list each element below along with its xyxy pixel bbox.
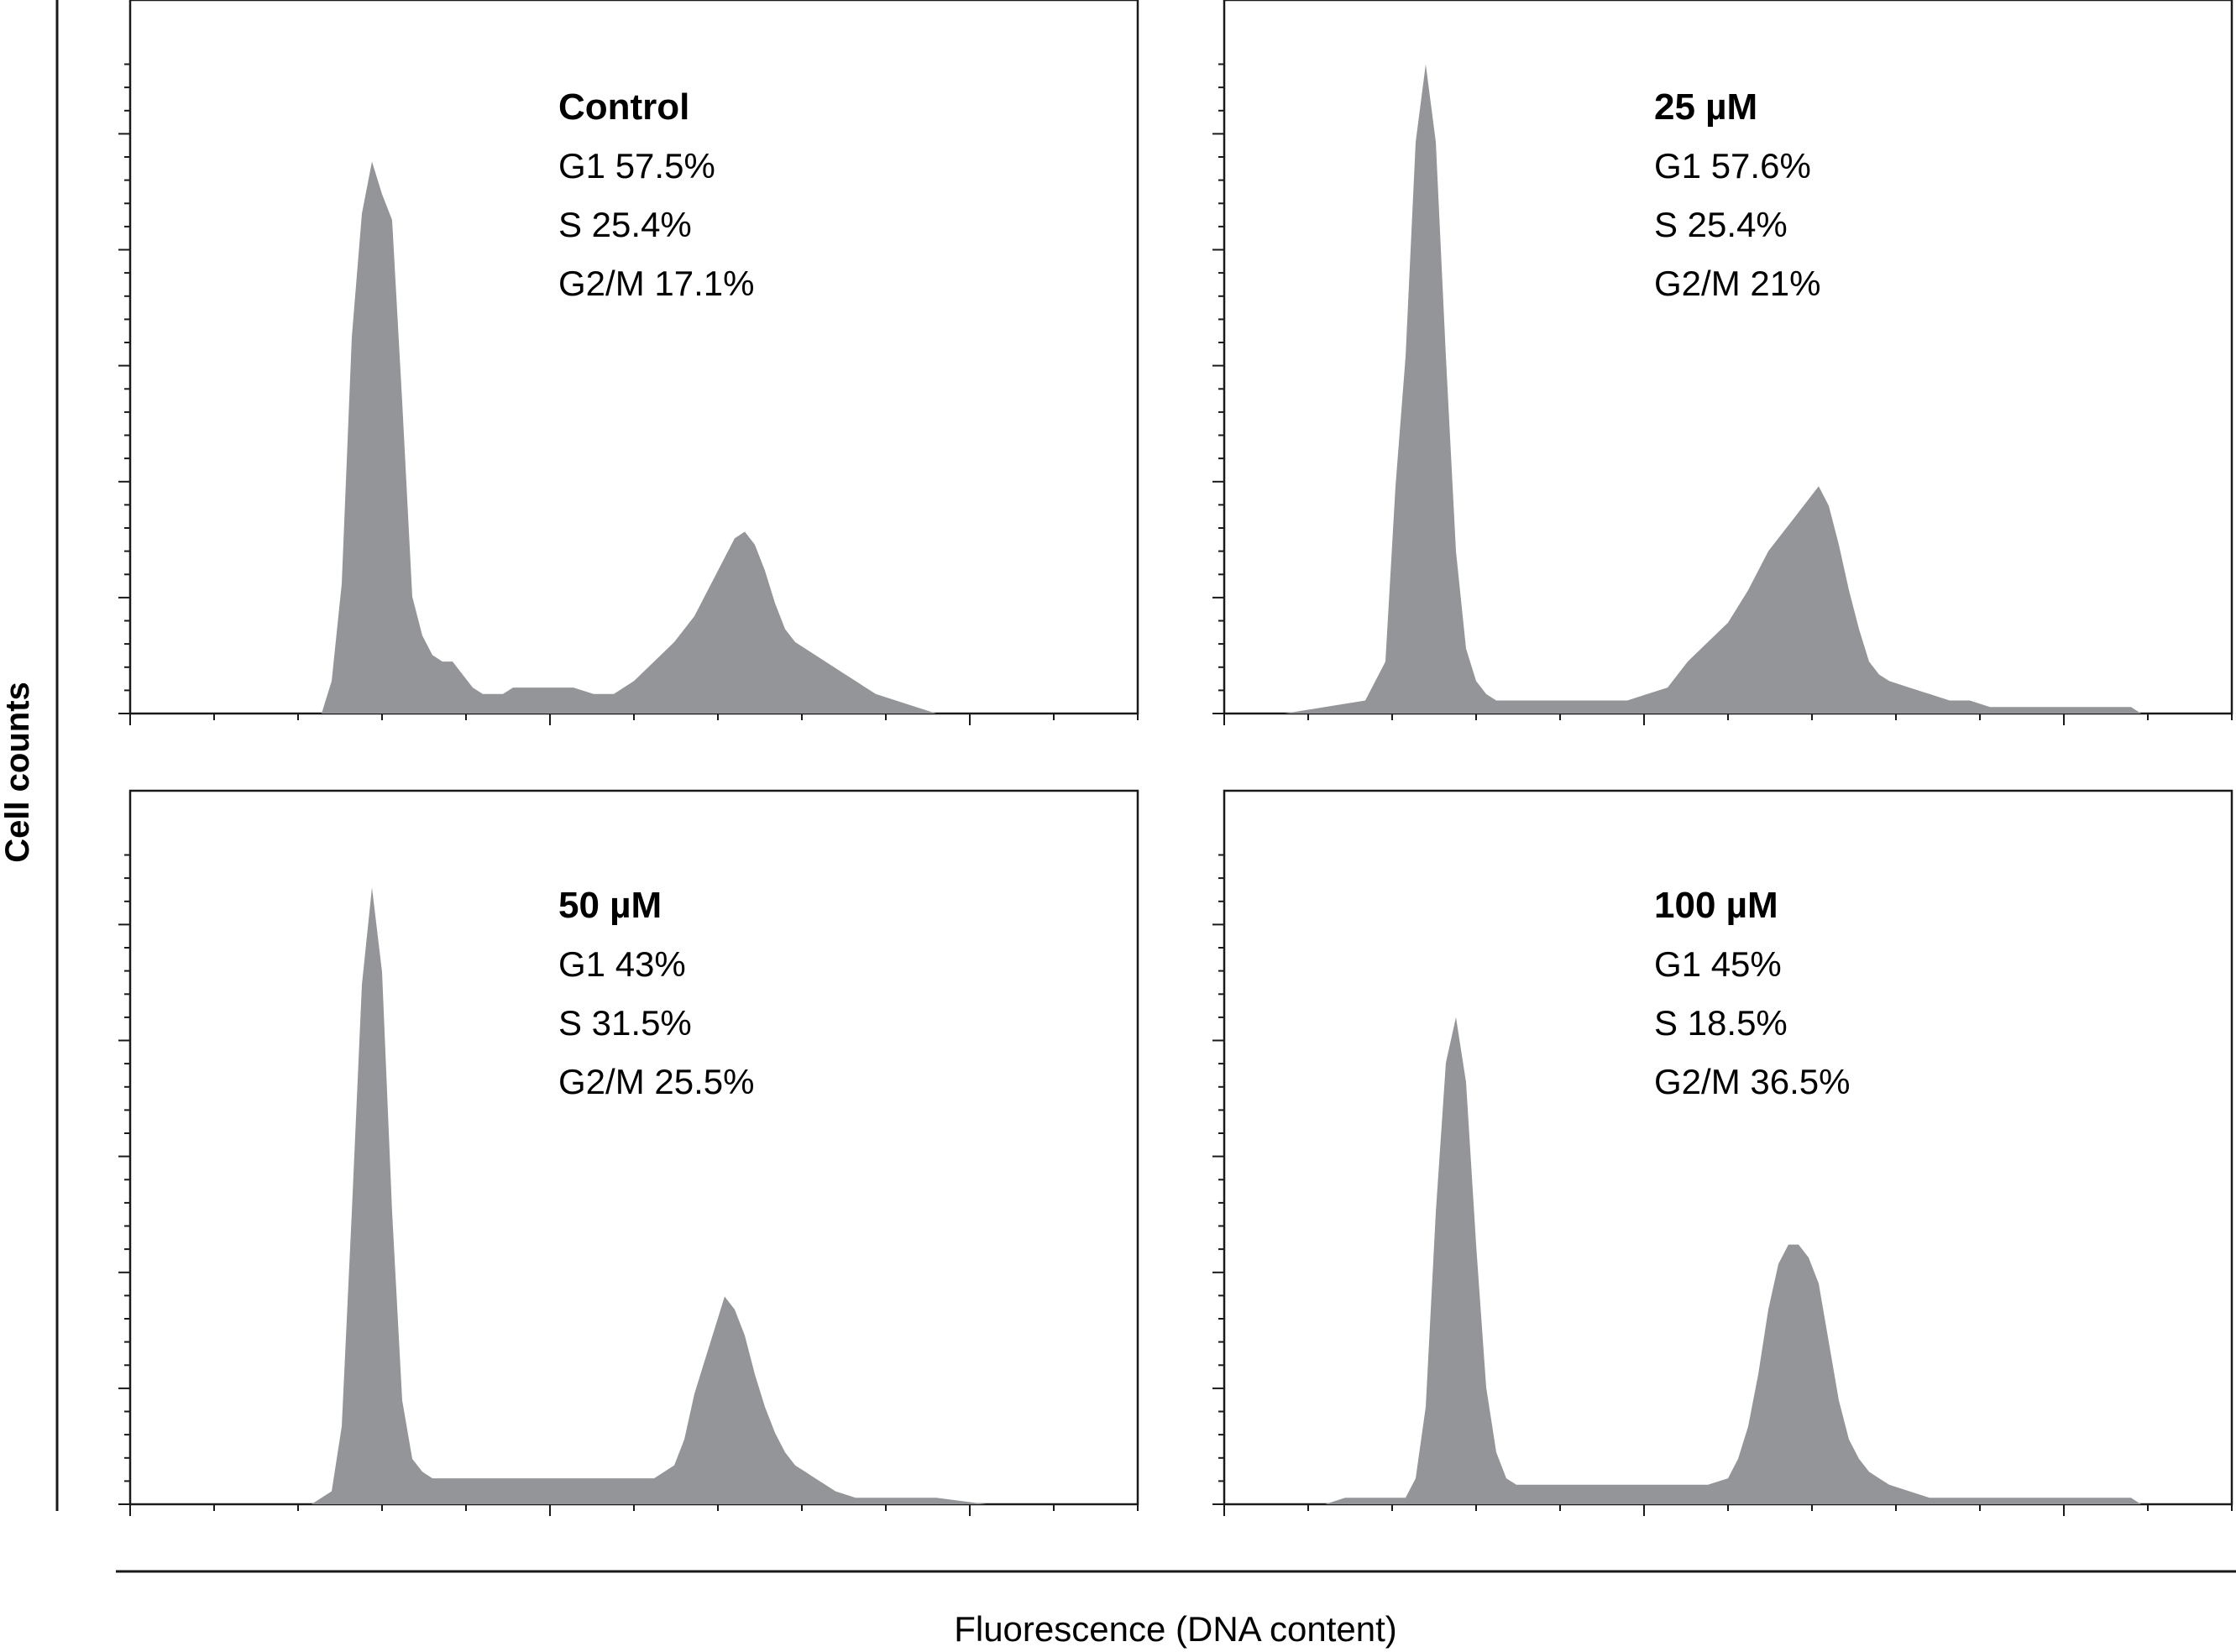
histogram-panel-50um: 50 µM G1 43% S 31.5% G2/M 25.5% (118, 789, 1139, 1516)
s-annotation: S 31.5% (558, 1003, 692, 1043)
panel-ticks (118, 63, 1139, 725)
histogram-area (1224, 64, 2232, 714)
g1-annotation: G1 57.5% (558, 146, 715, 186)
histogram-panel-100um: 100 µM G1 45% S 18.5% G2/M 36.5% (1212, 789, 2233, 1516)
histogram-area (130, 887, 1138, 1504)
panel-title: 50 µM (558, 885, 662, 926)
panel-ticks (1212, 854, 2233, 1516)
panel-title: 25 µM (1654, 86, 1757, 128)
x-axis-label: Fluorescence (DNA content) (954, 1609, 1397, 1649)
histogram-panel-control: Control G1 57.5% S 25.4% G2/M 17.1% (118, 0, 1139, 725)
panel-title: 100 µM (1654, 885, 1778, 926)
g1-annotation: G1 43% (558, 944, 686, 984)
s-annotation: S 25.4% (558, 205, 692, 244)
histogram-panel-25um: 25 µM G1 57.6% S 25.4% G2/M 21% (1212, 0, 2233, 725)
panel-ticks (118, 854, 1139, 1516)
g2m-annotation: G2/M 21% (1654, 264, 1820, 303)
histogram-area (1224, 1017, 2232, 1504)
panel-ticks (1212, 63, 2233, 725)
g2m-annotation: G2/M 17.1% (558, 264, 754, 303)
g1-annotation: G1 57.6% (1654, 146, 1811, 186)
g1-annotation: G1 45% (1654, 944, 1782, 984)
histogram-area (130, 161, 1138, 714)
y-axis-label: Cell counts (0, 682, 36, 863)
s-annotation: S 25.4% (1654, 205, 1788, 244)
s-annotation: S 18.5% (1654, 1003, 1788, 1043)
g2m-annotation: G2/M 25.5% (558, 1062, 754, 1101)
g2m-annotation: G2/M 36.5% (1654, 1062, 1850, 1101)
panel-title: Control (558, 86, 689, 128)
